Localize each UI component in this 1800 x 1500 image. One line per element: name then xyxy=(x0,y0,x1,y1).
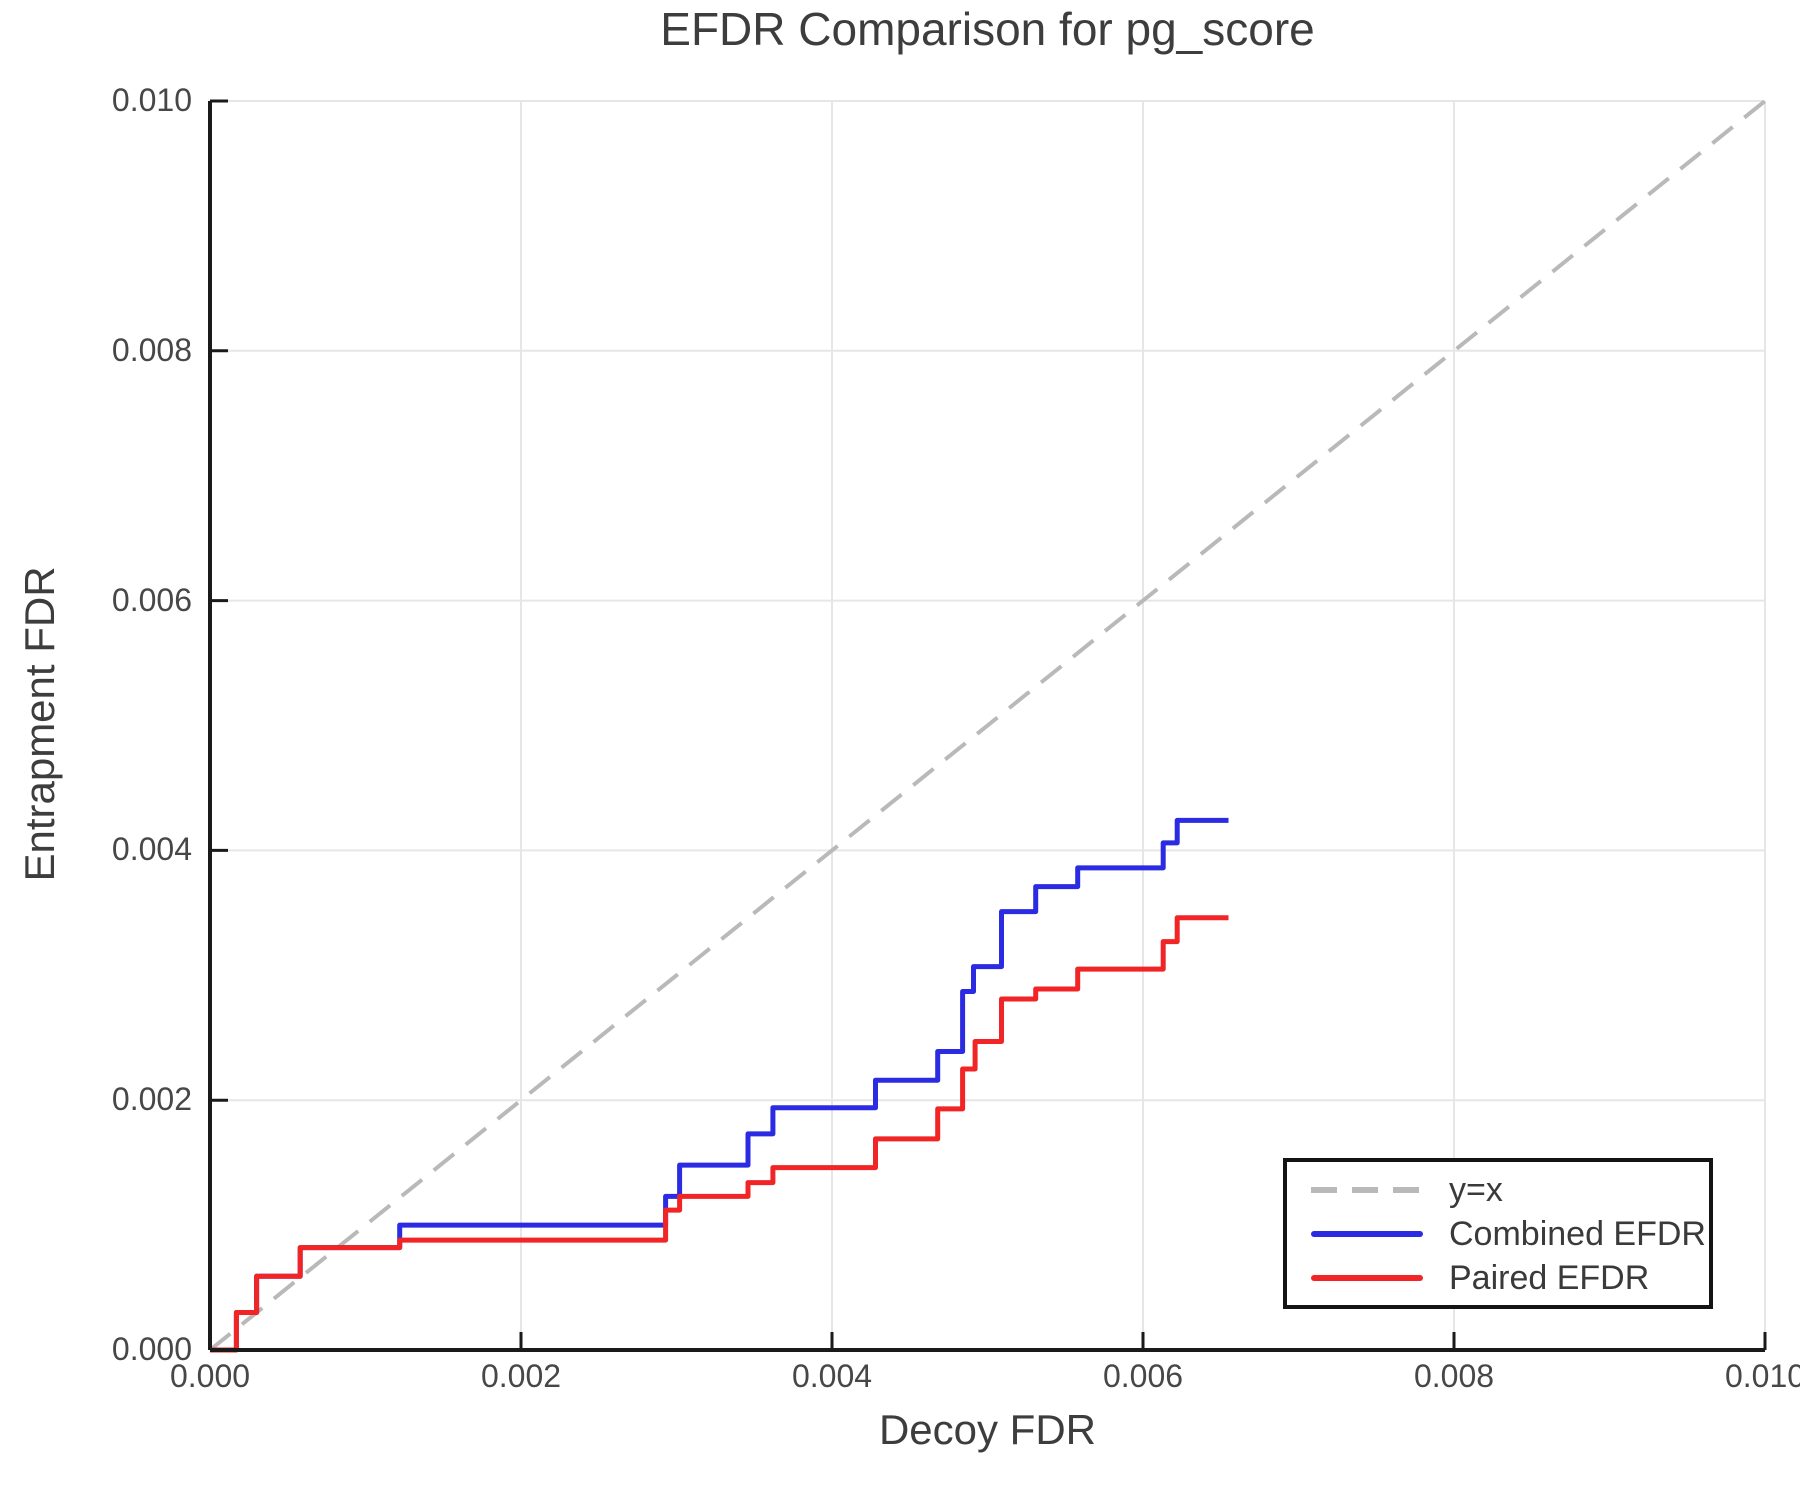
legend-item-paired-efdr: Paired EFDR xyxy=(1311,1257,1709,1299)
x-tick-label: 0.010 xyxy=(1724,1358,1800,1394)
plot-area xyxy=(208,99,1767,1353)
x-axis-label: Decoy FDR xyxy=(878,1406,1097,1453)
x-tick-label: 0.008 xyxy=(1413,1358,1495,1394)
legend-label: Combined EFDR xyxy=(1449,1214,1706,1253)
legend: y=x Combined EFDR Paired EFDR xyxy=(1283,1158,1713,1309)
paired-efdr-line-swatch xyxy=(1311,1274,1423,1281)
y-tick-label: 0.006 xyxy=(111,581,192,618)
chart-title: EFDR Comparison for pg_score xyxy=(660,3,1315,55)
legend-item-combined-efdr: Combined EFDR xyxy=(1311,1213,1709,1255)
legend-label: y=x xyxy=(1449,1170,1503,1209)
dashed-line-swatch xyxy=(1311,1186,1423,1193)
y-tick-label: 0.000 xyxy=(111,1331,192,1367)
combined-efdr-line-swatch xyxy=(1311,1230,1423,1237)
x-tick-label: 0.000 xyxy=(169,1358,251,1394)
legend-item-y-equals-x: y=x xyxy=(1311,1169,1709,1211)
plot-canvas xyxy=(208,99,1767,1353)
x-tick-label: 0.004 xyxy=(791,1358,873,1394)
y-tick-label: 0.004 xyxy=(111,831,192,868)
y-tick-label: 0.002 xyxy=(111,1081,192,1118)
paired-efdr-line xyxy=(210,915,1229,1353)
x-tick-label: 0.006 xyxy=(1102,1358,1184,1394)
y-tick-label: 0.008 xyxy=(111,331,192,368)
legend-label: Paired EFDR xyxy=(1449,1258,1650,1297)
y-equals-x-line xyxy=(208,99,1767,1352)
y-tick-label: 0.010 xyxy=(111,82,192,118)
x-tick-label: 0.002 xyxy=(480,1358,562,1394)
combined-efdr-line xyxy=(210,817,1229,1353)
